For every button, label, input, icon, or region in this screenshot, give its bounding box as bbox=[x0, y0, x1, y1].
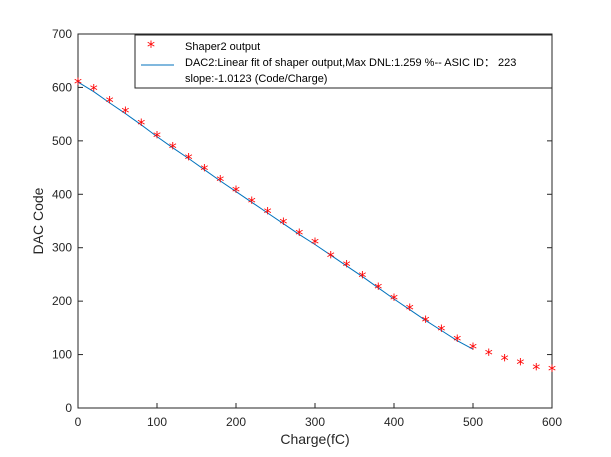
fit-line-layer bbox=[77, 81, 474, 350]
scatter-point: * bbox=[248, 193, 256, 212]
scatter-point: * bbox=[532, 359, 540, 378]
scatter-point: * bbox=[453, 331, 461, 350]
scatter-point: * bbox=[390, 290, 398, 309]
scatter-point: * bbox=[343, 256, 351, 275]
scatter-point: * bbox=[74, 74, 82, 93]
scatter-point: * bbox=[406, 300, 414, 319]
legend-entry-shaper2: Shaper2 output bbox=[185, 41, 260, 53]
x-tick-label: 100 bbox=[147, 415, 167, 429]
x-tick-label: 0 bbox=[75, 415, 82, 429]
scatter-point: * bbox=[422, 312, 430, 331]
scatter-point: * bbox=[516, 355, 524, 374]
x-tick-label: 400 bbox=[384, 415, 404, 429]
scatter-point: * bbox=[279, 214, 287, 233]
legend-marker-shaper2: * bbox=[147, 37, 155, 56]
scatter-point: * bbox=[185, 150, 193, 169]
scatter-point: * bbox=[216, 171, 224, 190]
legend-box bbox=[134, 34, 553, 89]
x-tick-label: 300 bbox=[305, 415, 325, 429]
y-tick-label: 600 bbox=[52, 80, 72, 94]
scatter-point: * bbox=[437, 321, 445, 340]
scatter-point: * bbox=[311, 234, 319, 253]
scatter-point: * bbox=[548, 361, 556, 380]
y-tick-label: 100 bbox=[52, 348, 72, 362]
legend-entry-slope: slope:-1.0123 (Code/Charge) bbox=[185, 73, 327, 85]
scatter-point: * bbox=[121, 103, 129, 122]
scatter-point: * bbox=[374, 279, 382, 298]
y-tick-label: 300 bbox=[52, 241, 72, 255]
legend: * Shaper2 output DAC2:Linear fit of shap… bbox=[134, 34, 553, 89]
x-axis-label: Charge(fC) bbox=[280, 431, 349, 447]
scatter-point: * bbox=[232, 182, 240, 201]
y-tick-label: 400 bbox=[52, 187, 72, 201]
scatter-point: * bbox=[153, 128, 161, 147]
scatter-point: * bbox=[295, 225, 303, 244]
legend-entry-fit: DAC2:Linear fit of shaper output,Max DNL… bbox=[185, 57, 516, 69]
scatter-point: * bbox=[200, 161, 208, 180]
scatter-marker-layer: * * * * * * * * * * * * * * * * * * * * * * * * * * * * * * * bbox=[74, 74, 556, 380]
y-tick-label: 200 bbox=[52, 294, 72, 308]
scatter-point: * bbox=[469, 339, 477, 358]
scatter-point: * bbox=[358, 268, 366, 287]
ticks-layer: 0 100 200 300 400 500 600 0 100 200 300 400 500 600 70… bbox=[52, 27, 562, 429]
x-tick-label: 600 bbox=[542, 415, 562, 429]
y-tick-label: 700 bbox=[52, 27, 72, 41]
fit-line bbox=[77, 81, 474, 350]
scatter-point: * bbox=[485, 345, 493, 364]
y-axis-label: DAC Code bbox=[30, 187, 46, 254]
scatter-point: * bbox=[264, 203, 272, 222]
scatter-point: * bbox=[327, 247, 335, 266]
scatter-point: * bbox=[169, 138, 177, 157]
scatter-point: * bbox=[137, 115, 145, 134]
scatter-point: * bbox=[90, 81, 98, 100]
scatter-point: * bbox=[106, 92, 114, 111]
y-tick-label: 0 bbox=[65, 401, 72, 415]
y-tick-label: 500 bbox=[52, 134, 72, 148]
x-tick-label: 200 bbox=[226, 415, 246, 429]
scatter-point: * bbox=[501, 350, 509, 369]
x-tick-label: 500 bbox=[463, 415, 483, 429]
plot-area bbox=[77, 33, 553, 409]
